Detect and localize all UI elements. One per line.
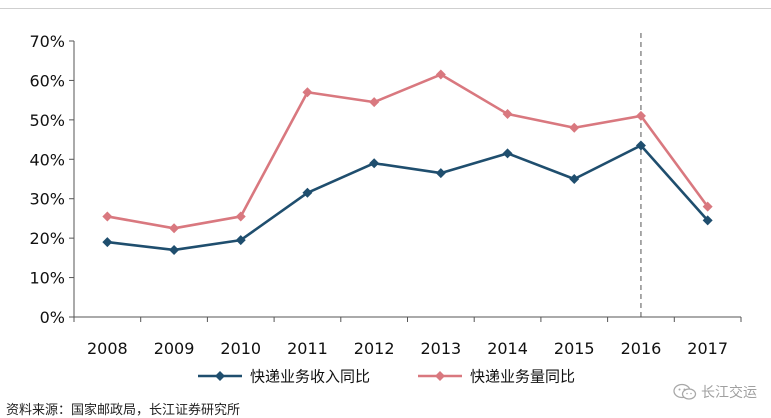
line-chart: 0% 10% 20% 30% 40% 50% 60% 70% 2008 2009 2010 2011… [29,32,742,386]
data-point-marker [502,148,513,159]
x-tick-label: 2011 [287,339,328,358]
data-point-marker [102,237,113,248]
series-group [102,69,713,255]
data-point-marker [102,211,113,222]
y-tick-label: 60% [29,71,65,90]
data-point-marker [435,168,446,179]
data-point-marker [502,108,513,119]
legend-label: 快递业务收入同比 [250,368,370,386]
wechat-icon [673,383,697,400]
watermark-text: 长江交运 [701,385,757,401]
data-point-marker [235,235,246,246]
x-tick-label: 2014 [487,339,528,358]
x-tick-label: 2015 [554,339,595,358]
x-tick-label: 2016 [621,339,662,358]
source-note: 资料来源：国家邮政局，长江证券研究所 [6,403,241,418]
legend-marker [435,371,445,381]
data-point-marker [569,174,580,184]
x-tick-label: 2017 [687,339,728,358]
data-point-marker [702,215,713,226]
watermark: 长江交运 [673,382,757,402]
y-tick-label: 20% [29,229,65,248]
series-快递业务量同比 [102,69,713,234]
x-tick-label: 2010 [220,339,261,358]
y-axis: 0% 10% 20% 30% 40% 50% 60% 70% [29,32,75,327]
data-point-marker [169,244,180,255]
y-tick-label: 50% [29,111,65,130]
data-point-marker [635,140,646,151]
data-point-marker [435,69,446,80]
legend: 快递业务收入同比 快递业务量同比 [198,368,575,386]
y-tick-label: 40% [29,150,65,169]
data-point-marker [369,158,380,169]
y-tick-label: 0% [40,308,65,327]
y-tick-label: 10% [29,269,65,288]
data-point-marker [635,110,646,121]
legend-label: 快递业务量同比 [470,368,575,386]
data-point-marker [302,87,313,98]
series-line [107,144,709,252]
x-tick-label: 2008 [87,339,128,358]
y-tick-label: 70% [29,32,65,51]
data-point-marker [302,187,313,198]
legend-marker [215,371,225,381]
top-divider [0,8,771,9]
data-point-marker [235,211,246,222]
series-line [107,73,709,230]
series-快递业务收入同比 [102,140,713,255]
data-point-marker [369,97,380,108]
x-tick-label: 2009 [154,339,195,358]
x-axis: 2008 2009 2010 2011 2012 2013 2014 2015 2016 2017 [73,316,742,358]
y-tick-label: 30% [29,190,65,209]
x-tick-label: 2013 [420,339,461,358]
data-point-marker [569,122,580,133]
x-tick-label: 2012 [354,339,395,358]
data-point-marker [169,223,180,234]
data-point-marker [702,201,713,212]
